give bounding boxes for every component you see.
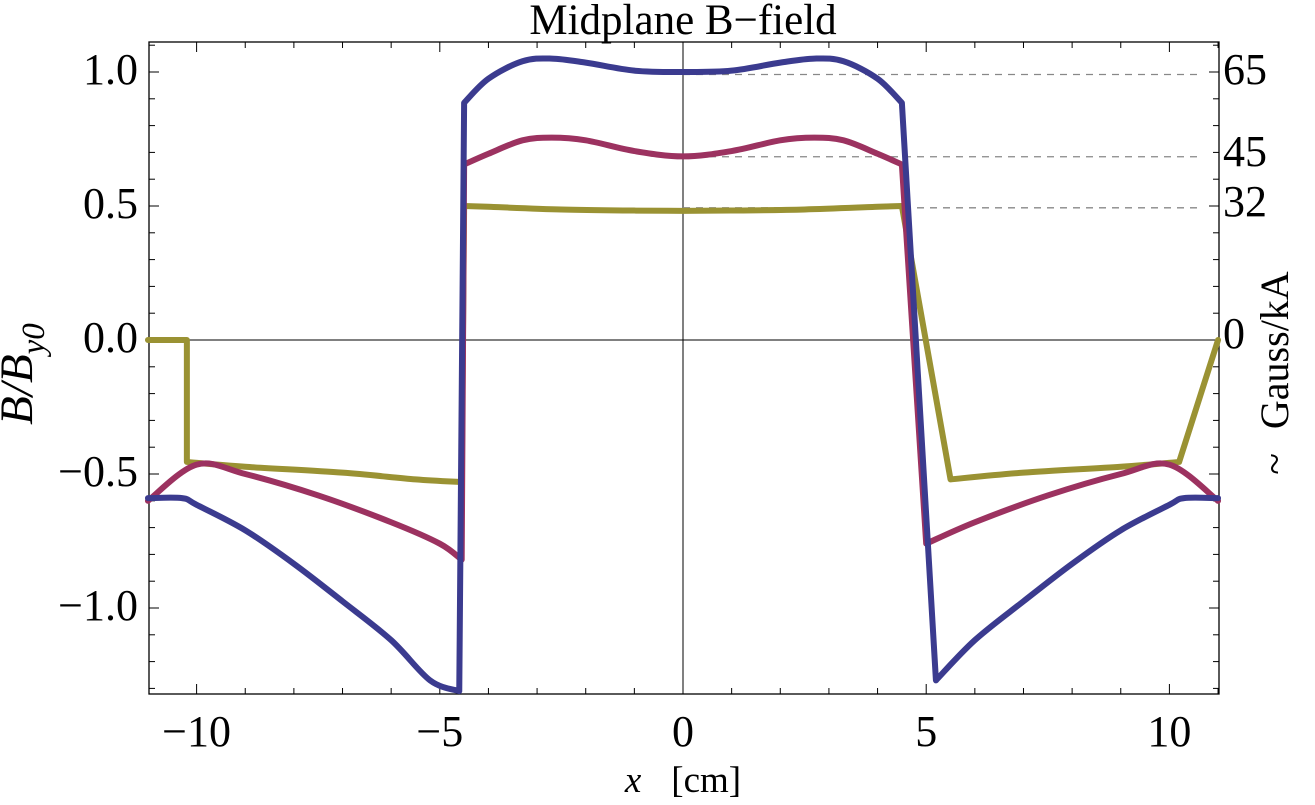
svg-text:−5: −5 — [416, 707, 463, 756]
svg-text:10: 10 — [1147, 707, 1191, 756]
svg-text:0.0: 0.0 — [83, 313, 138, 362]
svg-text:−10: −10 — [162, 707, 231, 756]
svg-text:65: 65 — [1223, 45, 1267, 94]
svg-text:0: 0 — [672, 707, 694, 756]
svg-text:45: 45 — [1223, 127, 1267, 176]
svg-text:Midplane B−field: Midplane B−field — [529, 0, 836, 44]
svg-text:32: 32 — [1223, 177, 1267, 226]
svg-text:0: 0 — [1223, 309, 1245, 358]
svg-text:5: 5 — [915, 707, 937, 756]
svg-text:1.0: 1.0 — [83, 45, 138, 94]
svg-text:0.5: 0.5 — [83, 179, 138, 228]
svg-text:−0.5: −0.5 — [58, 447, 138, 496]
svg-text:−1.0: −1.0 — [58, 581, 138, 630]
